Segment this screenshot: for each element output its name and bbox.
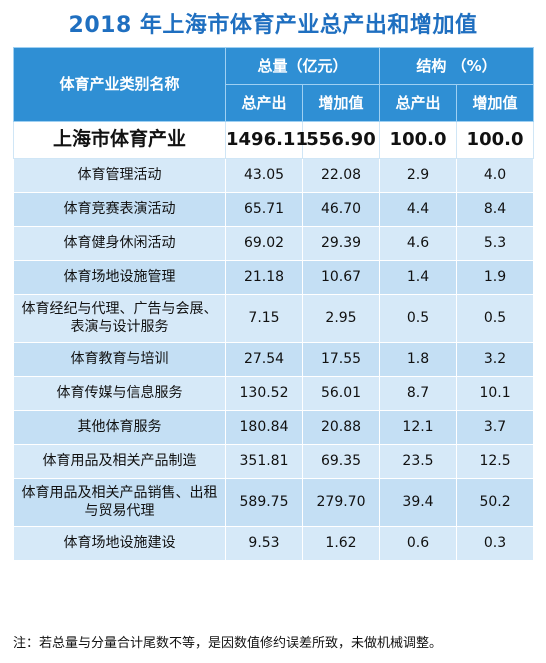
total-added-value-pct: 100.0 (456, 121, 535, 159)
row-output: 27.54 (225, 342, 303, 377)
row-output-pct: 12.1 (379, 410, 458, 445)
row-added-value: 279.70 (301, 478, 381, 527)
table-row: 其他体育服务 180.84 20.88 12.1 3.7 (13, 410, 535, 445)
row-output-pct: 1.4 (379, 260, 458, 295)
table-row: 体育场地设施管理 21.18 10.67 1.4 1.9 (13, 260, 535, 295)
row-output: 130.52 (225, 376, 303, 411)
row-added-value-pct: 12.5 (456, 444, 535, 479)
row-output-pct: 8.7 (379, 376, 458, 411)
row-name: 体育传媒与信息服务 (13, 376, 226, 411)
header-category: 体育产业类别名称 (13, 47, 226, 122)
row-output: 9.53 (225, 526, 303, 561)
row-output: 589.75 (225, 478, 303, 527)
table-row: 体育管理活动 43.05 22.08 2.9 4.0 (13, 158, 535, 193)
row-added-value-pct: 0.3 (456, 526, 535, 561)
row-name: 体育用品及相关产品销售、出租与贸易代理 (13, 478, 226, 527)
table-row: 体育教育与培训 27.54 17.55 1.8 3.2 (13, 342, 535, 377)
row-name: 体育场地设施建设 (13, 526, 226, 561)
table-row: 体育传媒与信息服务 130.52 56.01 8.7 10.1 (13, 376, 535, 411)
row-output-pct: 39.4 (379, 478, 458, 527)
row-added-value-pct: 5.3 (456, 226, 535, 261)
table-row: 体育经纪与代理、广告与会展、表演与设计服务 7.15 2.95 0.5 0.5 (13, 294, 535, 343)
row-output: 21.18 (225, 260, 303, 295)
header-added-value: 增加值 (301, 84, 381, 122)
row-output-pct: 0.6 (379, 526, 458, 561)
row-added-value: 56.01 (301, 376, 381, 411)
row-output: 180.84 (225, 410, 303, 445)
row-name: 体育场地设施管理 (13, 260, 226, 295)
table-row: 体育场地设施建设 9.53 1.62 0.6 0.3 (13, 526, 535, 561)
row-added-value-pct: 50.2 (456, 478, 535, 527)
table-body: 上海市体育产业 1496.11 556.90 100.0 100.0 体育管理活… (13, 121, 535, 561)
row-output: 351.81 (225, 444, 303, 479)
row-output-pct: 4.4 (379, 192, 458, 227)
row-name: 体育健身休闲活动 (13, 226, 226, 261)
table-row: 体育健身休闲活动 69.02 29.39 4.6 5.3 (13, 226, 535, 261)
row-output-pct: 1.8 (379, 342, 458, 377)
row-name: 体育用品及相关产品制造 (13, 444, 226, 479)
row-added-value: 10.67 (301, 260, 381, 295)
header-added-value-pct: 增加值 (456, 84, 535, 122)
row-added-value-pct: 0.5 (456, 294, 535, 343)
header-structure-group: 结构 （%） (379, 47, 535, 85)
row-name: 体育教育与培训 (13, 342, 226, 377)
table-row: 体育用品及相关产品销售、出租与贸易代理 589.75 279.70 39.4 50.2 (13, 478, 535, 527)
row-added-value-pct: 3.7 (456, 410, 535, 445)
page-title: 2018 年上海市体育产业总产出和增加值 (68, 13, 478, 38)
footnote: 注：若总量与分量合计尾数不等，是因数值修约误差所致，未做机械调整。 (13, 636, 443, 651)
table-row: 体育竞赛表演活动 65.71 46.70 4.4 8.4 (13, 192, 535, 227)
row-output: 69.02 (225, 226, 303, 261)
row-output: 65.71 (225, 192, 303, 227)
row-added-value: 22.08 (301, 158, 381, 193)
row-name: 其他体育服务 (13, 410, 226, 445)
row-added-value: 46.70 (301, 192, 381, 227)
total-output-pct: 100.0 (379, 121, 458, 159)
table-row-total: 上海市体育产业 1496.11 556.90 100.0 100.0 (13, 121, 535, 159)
row-output: 7.15 (225, 294, 303, 343)
row-name: 体育经纪与代理、广告与会展、表演与设计服务 (13, 294, 226, 343)
row-added-value: 20.88 (301, 410, 381, 445)
row-output: 43.05 (225, 158, 303, 193)
row-added-value: 17.55 (301, 342, 381, 377)
sports-industry-table: 体育产业类别名称 总量（亿元） 结构 （%） 总产出 增加值 总产出 增加值 上… (13, 47, 535, 561)
row-added-value: 29.39 (301, 226, 381, 261)
row-name: 体育管理活动 (13, 158, 226, 193)
table-header: 体育产业类别名称 总量（亿元） 结构 （%） 总产出 增加值 总产出 增加值 (13, 47, 535, 122)
row-output-pct: 23.5 (379, 444, 458, 479)
row-added-value-pct: 4.0 (456, 158, 535, 193)
row-added-value: 2.95 (301, 294, 381, 343)
row-output-pct: 4.6 (379, 226, 458, 261)
row-added-value: 69.35 (301, 444, 381, 479)
row-added-value-pct: 10.1 (456, 376, 535, 411)
row-added-value-pct: 3.2 (456, 342, 535, 377)
row-output-pct: 2.9 (379, 158, 458, 193)
header-output: 总产出 (225, 84, 303, 122)
row-added-value-pct: 1.9 (456, 260, 535, 295)
row-added-value: 1.62 (301, 526, 381, 561)
row-added-value-pct: 8.4 (456, 192, 535, 227)
total-output: 1496.11 (225, 121, 308, 159)
row-name: 体育竞赛表演活动 (13, 192, 226, 227)
row-output-pct: 0.5 (379, 294, 458, 343)
total-name: 上海市体育产业 (13, 121, 226, 159)
table-row: 体育用品及相关产品制造 351.81 69.35 23.5 12.5 (13, 444, 535, 479)
header-output-pct: 总产出 (379, 84, 458, 122)
total-added-value: 556.90 (301, 121, 381, 159)
header-total-group: 总量（亿元） (224, 47, 381, 85)
